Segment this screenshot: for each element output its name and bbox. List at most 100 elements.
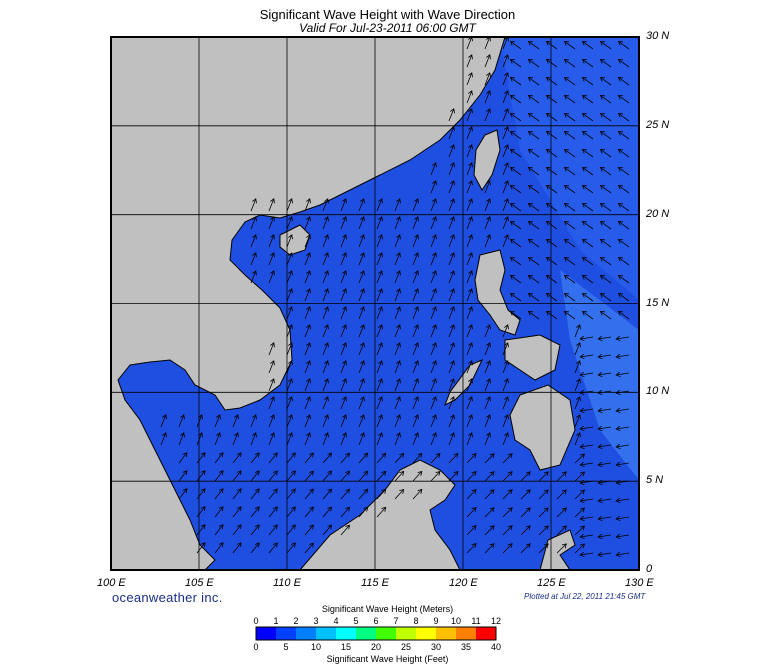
wave-direction-arrow [250,217,256,230]
wave-direction-arrow [358,361,364,374]
wave-direction-arrow [565,59,576,68]
colorbar-feet-tick: 25 [400,642,411,652]
wave-direction-arrow [412,453,422,464]
wave-direction-arrow [619,59,630,68]
wave-direction-arrow [616,391,630,393]
wave-direction-arrow [376,325,382,338]
wave-direction-arrow [574,361,580,374]
wave-direction-arrow [286,217,292,230]
wave-direction-arrow [430,454,440,464]
wave-direction-arrow [511,239,522,248]
wave-direction-arrow [250,453,259,464]
wave-direction-arrow [598,355,612,357]
wave-direction-arrow [250,271,256,284]
wave-direction-arrow [598,517,612,519]
wave-direction-arrow [547,41,558,50]
wave-direction-arrow [376,361,382,374]
wave-direction-arrow [484,73,490,86]
wave-direction-arrow [511,257,522,266]
wave-direction-arrow [502,217,508,230]
wave-direction-arrow [580,409,594,411]
wave-direction-arrow [484,343,490,356]
wave-direction-arrow [394,453,404,464]
wave-direction-arrow [583,185,594,194]
wave-direction-arrow [160,433,166,446]
wave-direction-arrow [601,203,612,212]
wave-direction-arrow [598,535,612,537]
wave-direction-arrow [268,397,274,410]
wave-direction-arrow [232,415,238,428]
wave-direction-arrow [547,275,558,284]
wave-direction-arrow [322,271,328,284]
colorbar-meter-tick: 8 [413,616,419,626]
wave-direction-arrow [358,489,368,500]
wave-direction-arrow [616,427,630,429]
wave-direction-arrow [502,379,508,392]
wave-direction-arrow [322,379,328,392]
wave-direction-arrow [376,253,382,266]
wave-direction-arrow [616,553,630,555]
wave-direction-arrow [322,307,328,320]
wave-direction-arrow [196,543,205,554]
wave-direction-arrow [547,113,558,122]
wave-direction-arrow [502,37,508,50]
wave-direction-arrow [520,472,530,482]
wave-direction-arrow [394,361,400,374]
wave-direction-arrow [511,203,522,212]
wave-direction-arrow [358,217,364,230]
wave-direction-arrow [574,343,580,356]
wave-direction-arrow [616,409,630,411]
wave-direction-arrow [466,235,472,248]
wave-direction-arrow [268,217,274,230]
wave-direction-arrow [466,415,472,428]
wave-direction-arrow [580,535,594,537]
wave-direction-arrow [268,543,277,554]
wave-direction-arrow [466,253,472,266]
wave-direction-arrow [616,337,630,339]
wave-direction-arrow [484,361,490,374]
wave-direction-arrow [232,471,241,482]
wave-direction-arrow [430,253,436,266]
wave-direction-arrow [484,415,490,428]
wave-direction-arrow [322,325,328,338]
wave-direction-arrow [484,109,490,122]
wave-direction-arrow [430,199,436,212]
wave-direction-arrow [565,41,576,50]
wave-direction-arrow [196,415,202,428]
map-frame [110,36,640,571]
wave-direction-arrow [466,199,472,212]
wave-direction-arrow [376,199,382,212]
wave-direction-arrow [574,433,580,446]
colorbar-meter-tick: 7 [393,616,399,626]
wave-direction-arrow [565,149,576,158]
wave-direction-arrow [601,257,612,266]
wave-direction-arrow [598,391,612,393]
wave-direction-arrow [511,221,522,230]
wave-direction-arrow [430,397,436,410]
wave-direction-arrow [529,221,540,230]
wave-direction-arrow [601,149,612,158]
wave-direction-arrow [160,415,166,428]
wave-direction-arrow [232,543,241,554]
wave-direction-arrow [376,217,382,230]
wave-direction-arrow [178,489,187,500]
colorbar-feet-tick: 5 [283,642,289,652]
wave-direction-arrow [268,525,277,536]
wave-direction-arrow [448,361,454,374]
wave-direction-arrow [520,544,530,554]
wave-direction-arrow [340,415,346,428]
wave-direction-arrow [394,307,400,320]
wave-direction-arrow [358,507,368,518]
wave-direction-arrow [466,217,472,230]
latitude-label: 15 N [646,296,670,309]
wave-direction-arrow [619,275,630,284]
wave-direction-arrow [565,185,576,194]
wave-direction-arrow [304,379,310,392]
wave-direction-arrow [376,453,386,464]
wave-direction-arrow [340,343,346,356]
wave-direction-arrow [250,433,256,446]
wave-direction-arrow [304,217,310,230]
wave-direction-arrow [502,526,512,536]
wave-direction-arrow [340,307,346,320]
wave-direction-arrow [322,343,328,356]
